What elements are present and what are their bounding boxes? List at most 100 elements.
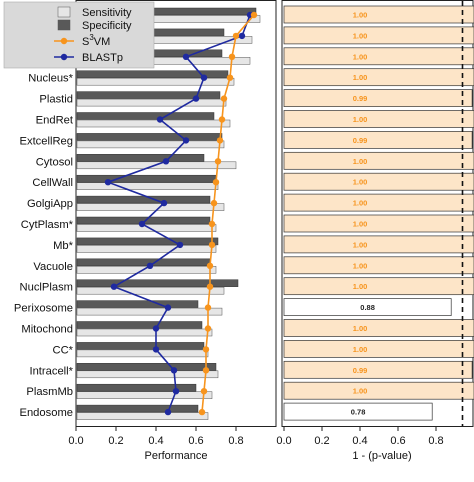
category-label: Cytosol xyxy=(36,156,73,168)
p-value-bar xyxy=(283,89,473,107)
performance-plot-frame xyxy=(75,0,277,427)
category-label: EndRet xyxy=(36,115,74,127)
category-label: Plastid xyxy=(39,94,73,106)
x-tick-label: 0.4 xyxy=(352,435,367,447)
p-value-label: 1.00 xyxy=(353,115,368,124)
s3vm-point xyxy=(208,220,216,228)
x-tick-label: 0.6 xyxy=(188,435,203,447)
x-tick-label: 0.8 xyxy=(228,435,243,447)
x-tick-label: 0.0 xyxy=(276,435,291,447)
p-value-plot-frame xyxy=(281,0,474,427)
category-label: PlasmMb xyxy=(26,386,73,398)
p-value-label: 0.99 xyxy=(353,366,368,375)
category-label: CytPlasm* xyxy=(21,219,74,231)
p-value-label: 1.00 xyxy=(353,73,368,82)
sensitivity-bar xyxy=(76,140,225,149)
sensitivity-bar xyxy=(76,245,217,253)
p-value-label: 1.00 xyxy=(353,387,368,396)
p-value-label: 1.00 xyxy=(353,240,368,249)
category-label: Endosome xyxy=(20,407,74,419)
blastp-point xyxy=(146,262,154,269)
sensitivity-bar xyxy=(76,98,227,107)
p-value-label: 1.00 xyxy=(353,52,368,61)
blastp-point xyxy=(176,241,184,249)
legend-swatch xyxy=(57,6,71,18)
category-label: CellWall xyxy=(32,177,73,189)
performance-panel: RibosomeNucleclusThylkNucleus*PlastidEnd… xyxy=(3,0,277,462)
specificity-bar xyxy=(76,195,211,204)
category-label: Mitochond xyxy=(21,324,73,336)
blastp-point xyxy=(170,367,178,374)
s3vm-point xyxy=(208,241,216,249)
p-value-bar xyxy=(283,277,474,296)
category-label: CC* xyxy=(52,344,73,356)
p-value-label: 1.00 xyxy=(353,31,368,40)
s3vm-point xyxy=(202,367,210,374)
x-tick-label: 0.8 xyxy=(428,435,443,447)
s3vm-point xyxy=(204,304,212,311)
p-value-label: 1.00 xyxy=(353,345,368,354)
blastp-point xyxy=(104,179,112,186)
p-value-bar xyxy=(283,193,474,212)
s3vm-point xyxy=(206,262,214,269)
sensitivity-bar xyxy=(76,203,225,211)
sensitivity-bar xyxy=(76,182,219,190)
s3vm-point xyxy=(232,32,240,40)
p-value-x-axis-label: 1 - (p-value) xyxy=(352,450,411,462)
specificity-bar xyxy=(76,237,219,246)
specificity-bar xyxy=(76,154,205,162)
p-value-label: 0.88 xyxy=(360,303,375,312)
p-value-bar xyxy=(283,68,474,87)
p-value-label: 1.00 xyxy=(353,220,368,229)
specificity-bar xyxy=(76,258,211,267)
s3vm-point xyxy=(204,325,212,332)
x-tick-label: 0.4 xyxy=(148,435,163,447)
blastp-point xyxy=(162,158,170,165)
specificity-bar xyxy=(76,321,203,329)
p-value-bar xyxy=(283,360,473,379)
category-label: GolgiApp xyxy=(27,198,73,210)
p-value-label: 1.00 xyxy=(353,199,368,208)
p-value-label: 1.00 xyxy=(353,261,368,270)
p-value-bar xyxy=(283,340,474,358)
legend-label: Sensitivity xyxy=(82,7,132,19)
s3vm-point xyxy=(226,74,234,81)
category-label: NuclPlasm xyxy=(20,282,73,294)
s3vm-point xyxy=(250,11,258,19)
blastp-line xyxy=(105,14,251,413)
blastp-point xyxy=(182,53,190,60)
specificity-bar xyxy=(76,383,197,392)
s3vm-point xyxy=(212,179,220,186)
p-value-bar xyxy=(283,402,433,421)
blastp-point xyxy=(152,325,160,332)
blastp-point xyxy=(156,116,164,123)
legend-box xyxy=(3,1,155,69)
performance-x-axis-label: Performance xyxy=(145,450,208,462)
sensitivity-bar xyxy=(76,370,219,379)
blastp-point xyxy=(238,32,246,40)
specificity-bar xyxy=(76,70,229,78)
x-tick-label: 0.0 xyxy=(68,435,83,447)
p-value-label: 1.00 xyxy=(353,324,368,333)
p-value-bar xyxy=(283,298,452,316)
specificity-bar xyxy=(76,133,223,141)
p-value-bar xyxy=(283,214,474,233)
specificity-bar xyxy=(76,112,215,120)
category-label: Perixosome xyxy=(14,303,73,315)
sensitivity-bar xyxy=(76,224,217,232)
sensitivity-bar xyxy=(76,286,225,295)
sensitivity-bar xyxy=(76,307,223,316)
s3vm-point xyxy=(214,158,222,165)
blastp-point xyxy=(192,95,200,102)
specificity-bar xyxy=(76,279,239,287)
p-value-label: 0.99 xyxy=(353,94,368,103)
s3vm-point xyxy=(216,137,224,144)
sensitivity-bar xyxy=(76,328,213,337)
p-value-bar xyxy=(283,151,474,170)
blastp-point xyxy=(160,199,168,207)
p-value-bar xyxy=(283,319,474,337)
legend-swatch xyxy=(57,19,71,31)
s3vm-line xyxy=(201,14,255,413)
